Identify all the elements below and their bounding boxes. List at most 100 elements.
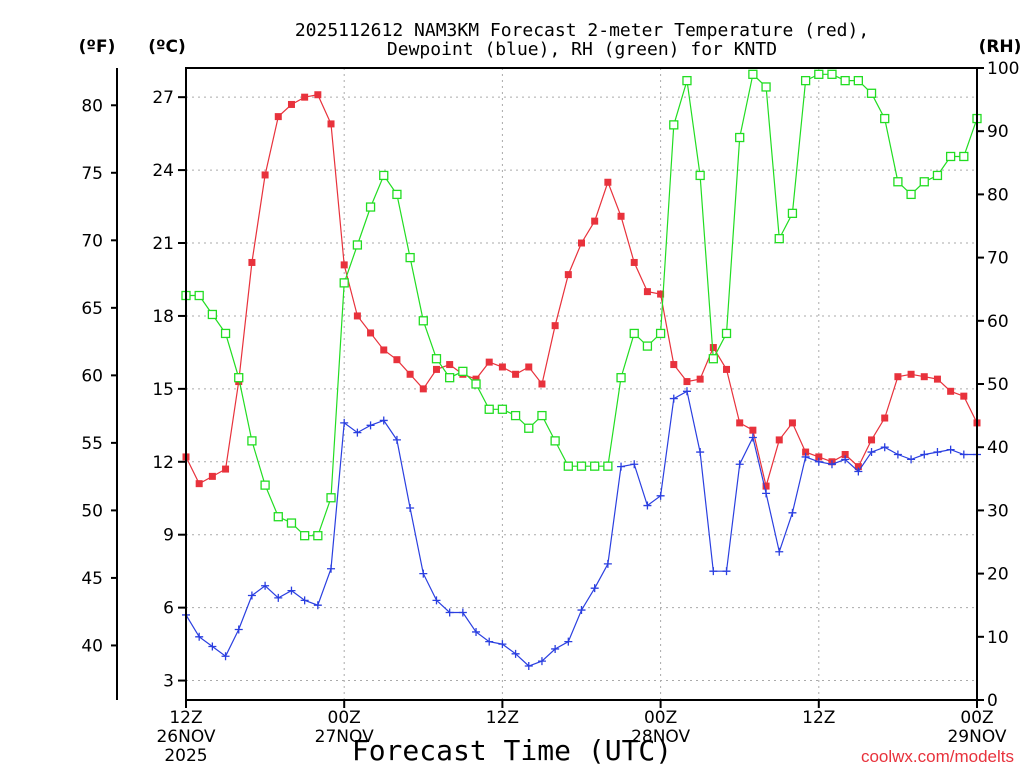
dewpoint-point bbox=[485, 637, 494, 646]
fahrenheit-tick-label: 80 bbox=[81, 96, 103, 116]
fahrenheit-tick-label: 65 bbox=[81, 299, 103, 319]
temperature-point bbox=[301, 93, 309, 101]
dewpoint-point bbox=[445, 608, 454, 617]
dewpoint-point bbox=[669, 394, 678, 403]
rh-point bbox=[590, 461, 600, 471]
temperature-point bbox=[762, 482, 770, 490]
rh-point bbox=[642, 341, 653, 351]
rh-unit-label: (RH) bbox=[979, 37, 1022, 57]
rh-point bbox=[299, 531, 310, 541]
temperature-point bbox=[683, 378, 691, 386]
temperature-point bbox=[512, 370, 520, 378]
temperature-point bbox=[208, 472, 216, 480]
watermark: coolwx.com/modelts bbox=[861, 747, 1014, 766]
temperature-point bbox=[604, 178, 612, 186]
temperature-point bbox=[222, 465, 230, 473]
dewpoint-point bbox=[959, 450, 968, 459]
temperature-point bbox=[274, 113, 282, 121]
dewpoint-point bbox=[327, 564, 336, 573]
rh-point bbox=[800, 75, 811, 86]
celsius-tick-label: 18 bbox=[152, 307, 174, 327]
rh-tick-label: 70 bbox=[987, 249, 1009, 269]
rh-point bbox=[484, 404, 494, 414]
dewpoint-point bbox=[893, 450, 902, 459]
rh-point bbox=[352, 240, 363, 250]
y-axis-ticks: 3 6 9 12 15 18 21 24 27 40 45 50 55 60 65 70 75 80 0 10 20 30… bbox=[81, 59, 1019, 711]
plot-frame bbox=[185, 67, 978, 701]
fahrenheit-tick-label: 75 bbox=[81, 164, 103, 184]
rh-point bbox=[550, 436, 560, 446]
dewpoint-point bbox=[748, 433, 757, 442]
x-tick-hour-label: 12Z bbox=[802, 708, 835, 728]
rh-point bbox=[431, 354, 442, 364]
rh-tick-label: 0 bbox=[987, 691, 998, 711]
rh-point bbox=[761, 82, 771, 92]
temperature-point bbox=[538, 380, 546, 388]
chart-title-line1: 2025112612 NAM3KM Forecast 2-meter Tempe… bbox=[295, 20, 869, 41]
temperature-point bbox=[709, 344, 717, 352]
dewpoint-point bbox=[577, 606, 586, 615]
rh-point bbox=[418, 316, 428, 326]
rh-tick-label: 20 bbox=[987, 565, 1009, 585]
rh-point bbox=[603, 461, 613, 471]
rh-point bbox=[748, 69, 758, 79]
dewpoint-point bbox=[419, 569, 428, 578]
temperature-point bbox=[723, 365, 731, 373]
dewpoint-point bbox=[564, 637, 573, 646]
dewpoint-point bbox=[458, 608, 467, 617]
dewpoint-point bbox=[827, 460, 836, 469]
temperature-point bbox=[432, 365, 440, 373]
x-tick-date-label: 27NOV bbox=[315, 727, 374, 747]
dewpoint-point bbox=[234, 625, 243, 634]
dewpoint-point bbox=[537, 657, 546, 666]
rh-point bbox=[313, 531, 323, 541]
dewpoint-point bbox=[933, 448, 942, 457]
rh-point bbox=[827, 69, 837, 79]
dewpoint-point bbox=[340, 418, 349, 427]
x-tick-hour-label: 12Z bbox=[169, 708, 202, 728]
temperature-point bbox=[868, 436, 876, 444]
rh-point bbox=[379, 170, 389, 181]
temperature-point bbox=[287, 100, 295, 108]
temperature-point bbox=[788, 419, 796, 427]
rh-tick-label: 10 bbox=[987, 628, 1009, 648]
celsius-tick-label: 21 bbox=[152, 234, 174, 254]
rh-point bbox=[906, 189, 916, 200]
rh-point bbox=[669, 120, 679, 130]
rh-point bbox=[840, 75, 850, 86]
rh-point bbox=[721, 328, 732, 339]
x-axis-label: Forecast Time (UTC) bbox=[352, 734, 672, 767]
rh-point bbox=[919, 177, 929, 187]
temperature-point bbox=[749, 426, 757, 434]
temperature-point bbox=[881, 414, 889, 422]
temperature-point bbox=[696, 375, 704, 383]
dewpoint-point bbox=[762, 489, 771, 498]
rh-tick-label: 40 bbox=[987, 438, 1009, 458]
temperature-point bbox=[380, 346, 388, 354]
dewpoint-point bbox=[814, 457, 823, 466]
rh-point bbox=[616, 373, 626, 383]
rh-point bbox=[682, 75, 692, 86]
dewpoint-point bbox=[775, 547, 784, 556]
dewpoint-point bbox=[682, 387, 691, 396]
rh-point bbox=[563, 461, 573, 471]
rh-point bbox=[247, 436, 257, 446]
temperature-point bbox=[643, 288, 651, 296]
celsius-tick-label: 12 bbox=[152, 453, 174, 473]
dewpoint-point bbox=[392, 435, 401, 444]
rh-point bbox=[326, 493, 336, 503]
rh-tick-label: 30 bbox=[987, 501, 1009, 521]
temperature-point bbox=[933, 375, 941, 383]
rh-point bbox=[392, 189, 402, 200]
fahrenheit-tick-label: 40 bbox=[81, 636, 103, 656]
rh-point bbox=[629, 328, 639, 339]
temperature-point bbox=[551, 322, 559, 330]
dewpoint-point bbox=[735, 460, 744, 469]
dewpoint-point bbox=[656, 491, 665, 500]
temperature-point bbox=[248, 258, 256, 266]
temperature-point bbox=[261, 171, 269, 179]
temperature-point bbox=[327, 120, 335, 128]
rh-point bbox=[260, 480, 270, 490]
temperature-point bbox=[736, 419, 744, 427]
